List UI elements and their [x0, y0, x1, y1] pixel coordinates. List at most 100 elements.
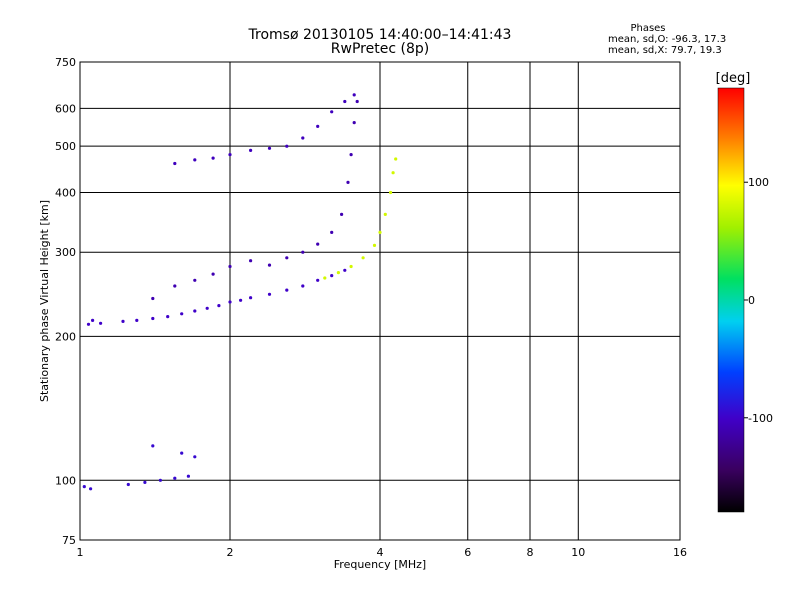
data-point: [249, 296, 253, 300]
plot-area: 1 2 4 6 8 10 16 75 100 200 300 400 500 600 750: [55, 56, 687, 559]
data-point: [239, 298, 243, 302]
data-points: [82, 93, 398, 491]
data-point: [285, 256, 289, 260]
stats-o-mode: mean, sd,O: -96.3, 17.3: [608, 34, 726, 45]
data-point: [158, 478, 162, 482]
data-point: [336, 271, 340, 275]
data-point: [301, 136, 305, 140]
x-axis-ticks: 1 2 4 6 8 10 16: [77, 546, 688, 559]
colorbar-tick-label: 100: [748, 176, 769, 189]
data-point: [346, 180, 350, 184]
data-point: [330, 230, 334, 234]
stats-heading: Phases: [630, 23, 665, 34]
data-point: [205, 306, 209, 310]
y-tick-label: 75: [62, 534, 76, 547]
data-point: [267, 292, 272, 296]
x-tick-label: 4: [377, 546, 384, 559]
data-point: [343, 268, 347, 272]
data-point: [330, 274, 334, 278]
data-point: [389, 190, 393, 195]
data-point: [228, 300, 232, 304]
data-point: [378, 230, 382, 234]
x-tick-label: 16: [673, 546, 687, 559]
data-point: [99, 321, 103, 325]
data-point: [340, 212, 344, 216]
data-point: [352, 93, 356, 97]
data-point: [143, 480, 147, 484]
data-point: [180, 312, 184, 316]
data-point: [301, 250, 305, 254]
x-tick-label: 10: [571, 546, 585, 559]
data-point: [82, 485, 86, 489]
data-point: [173, 476, 177, 480]
data-point: [349, 153, 353, 157]
data-point: [86, 322, 91, 326]
data-point: [151, 444, 155, 448]
data-point: [151, 296, 155, 301]
data-point: [211, 156, 215, 160]
data-point: [217, 304, 221, 308]
data-point: [173, 161, 177, 166]
data-point: [343, 99, 347, 104]
data-point: [372, 243, 377, 247]
y-axis-label: Stationary phase Virtual Height [km]: [38, 200, 51, 402]
x-tick-label: 8: [527, 546, 534, 559]
colorbar-ticks: 100 0 -100: [744, 176, 773, 425]
data-point: [193, 158, 197, 162]
data-point: [361, 256, 365, 260]
data-point: [180, 451, 184, 455]
data-point: [166, 315, 170, 319]
data-point: [249, 148, 253, 152]
y-tick-label: 400: [55, 186, 76, 199]
data-point: [267, 146, 272, 150]
data-point: [394, 157, 398, 161]
data-point: [193, 309, 197, 313]
x-tick-label: 6: [464, 546, 471, 559]
y-tick-label: 200: [55, 330, 76, 343]
data-point: [301, 284, 305, 288]
data-point: [173, 284, 177, 288]
x-tick-label: 1: [77, 546, 84, 559]
colorbar-tick-label: 0: [748, 294, 755, 307]
y-tick-label: 300: [55, 246, 76, 259]
data-point: [323, 276, 327, 280]
grid: [80, 62, 680, 540]
data-point: [121, 319, 125, 323]
data-point: [193, 455, 197, 459]
data-point: [383, 212, 387, 216]
y-tick-label: 100: [55, 474, 76, 487]
data-point: [330, 110, 334, 114]
data-point: [186, 474, 190, 478]
data-point: [91, 318, 95, 322]
data-point: [228, 264, 232, 269]
colorbar: [deg] 100 0 -100: [716, 71, 773, 513]
data-point: [135, 318, 139, 322]
data-point: [349, 264, 353, 269]
data-point: [316, 124, 320, 128]
y-axis-ticks: 75 100 200 300 400 500 600 750: [55, 56, 76, 547]
data-point: [316, 278, 320, 282]
colorbar-tick-label: -100: [748, 412, 773, 425]
x-axis-label: Frequency [MHz]: [334, 558, 426, 571]
data-point: [355, 99, 359, 104]
y-tick-label: 600: [55, 102, 76, 115]
data-point: [89, 487, 93, 491]
colorbar-label: [deg]: [716, 71, 751, 86]
data-point: [151, 316, 155, 321]
colorbar-gradient: [717, 87, 745, 513]
data-point: [316, 242, 320, 246]
data-point: [391, 171, 395, 175]
data-point: [126, 482, 130, 487]
chart-subtitle: RwPretec (8p): [331, 41, 429, 57]
data-point: [249, 259, 253, 263]
data-point: [285, 288, 289, 292]
data-point: [228, 153, 232, 157]
stats-x-mode: mean, sd,X: 79.7, 19.3: [608, 45, 722, 56]
y-tick-label: 500: [55, 140, 76, 153]
data-point: [352, 121, 356, 125]
data-point: [285, 144, 289, 148]
chart-title: Tromsø 20130105 14:40:00–14:41:43: [248, 27, 512, 43]
data-point: [211, 272, 215, 276]
data-point: [267, 263, 272, 267]
